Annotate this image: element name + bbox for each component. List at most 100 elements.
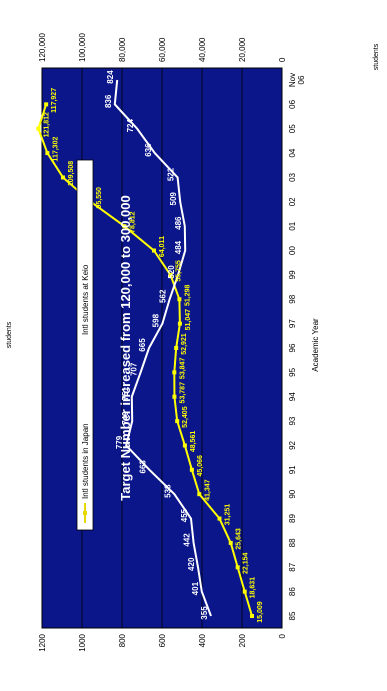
x-tick-label: 99 (288, 270, 297, 279)
right-axis-ticks: 0 20,000 40,000 60,000 80,000 100,000 120,000 (38, 33, 287, 62)
data-label-keio: 401 (191, 581, 200, 595)
data-label-japan: 48,561 (190, 431, 197, 453)
data-label-keio: 779 (115, 435, 124, 449)
data-label-keio: 420 (187, 557, 196, 571)
data-point-japan (168, 272, 173, 277)
data-label-japan: 52,921 (181, 333, 188, 355)
data-point-japan (249, 614, 254, 618)
legend-label-keio: Intl students at Keio (81, 264, 90, 335)
data-point-japan (242, 589, 247, 594)
data-label-japan: 51,047 (185, 309, 192, 331)
x-tick-label: 04 (288, 148, 297, 157)
x-tick-label: 87 (288, 562, 297, 571)
data-label-japan: 53,787 (179, 382, 186, 404)
data-point-japan (174, 346, 179, 350)
x-tick-label: 03 (288, 172, 297, 181)
data-point-japan (36, 126, 41, 131)
data-point-japan (228, 540, 233, 545)
data-point-japan (177, 321, 182, 326)
left-tick-label: 800 (118, 633, 127, 647)
data-label-keio: 355 (200, 606, 209, 620)
data-label-japan: 41,347 (204, 479, 211, 501)
x-tick-label: 92 (288, 440, 297, 449)
right-tick-label: 100,000 (78, 33, 87, 62)
data-label-japan: 15,009 (257, 601, 264, 623)
data-point-japan (235, 565, 240, 570)
data-label-japan: 18,631 (250, 577, 257, 599)
x-tick-label: 00 (288, 246, 297, 255)
data-label-keio: 724 (126, 119, 135, 133)
data-label-japan: 64,011 (159, 236, 166, 257)
data-label-keio: 824 (106, 70, 115, 84)
data-label-keio: 562 (159, 289, 168, 303)
data-label-japan: 78,812 (129, 211, 136, 233)
data-label-japan: 25,643 (236, 528, 243, 550)
x-axis-title: Academic Year (311, 318, 320, 372)
data-point-japan (151, 248, 156, 253)
left-tick-label: 400 (198, 633, 207, 647)
data-point-japan (172, 370, 177, 375)
data-point-japan (44, 102, 49, 107)
legend: Intl students in Japan Intl students at … (76, 159, 94, 531)
left-axis-title: students (6, 321, 13, 348)
legend-box (76, 159, 94, 531)
data-label-keio: 836 (104, 94, 113, 108)
data-label-japan: 31,251 (224, 504, 231, 526)
x-tick-label: 85 (288, 611, 297, 620)
x-tick-label: 94 (288, 392, 297, 401)
left-tick-label: 0 (278, 633, 287, 638)
legend-label-japan: Intl students in Japan (81, 423, 90, 499)
x-axis-ticks: 85 86 87 88 89 90 91 92 93 94 95 96 97 98 99 00 01 02 03 04… (288, 73, 306, 621)
x-tick-label: 06 (288, 99, 297, 108)
right-axis-title: students (373, 43, 380, 70)
data-label-japan: 95,550 (96, 187, 103, 209)
right-tick-label: 80,000 (118, 37, 127, 62)
data-point-japan (177, 297, 182, 302)
x-tick-label: Nov06 (288, 73, 306, 87)
data-point-japan (45, 151, 50, 156)
data-point-japan (189, 467, 194, 472)
left-tick-label: 600 (158, 633, 167, 647)
right-tick-label: 20,000 (238, 37, 247, 62)
data-label-keio: 751 (121, 387, 130, 401)
x-tick-label: 98 (288, 294, 297, 303)
data-label-keio: 486 (174, 216, 183, 230)
right-tick-label: 60,000 (158, 37, 167, 62)
x-tick-label: 97 (288, 319, 297, 328)
data-point-japan (197, 492, 202, 497)
data-label-japan: 55,755 (175, 260, 182, 282)
x-tick-label: 01 (288, 221, 297, 230)
data-label-keio: 484 (174, 240, 183, 254)
x-tick-label: 90 (288, 489, 297, 498)
x-tick-label: 86 (288, 587, 297, 596)
data-label-japan: 45,066 (197, 455, 204, 477)
data-label-japan: 117,302 (52, 137, 59, 162)
left-tick-label: 1000 (78, 633, 87, 651)
series-line-keio (113, 79, 212, 617)
data-label-keio: 665 (138, 338, 147, 352)
x-tick-label: 96 (288, 343, 297, 352)
data-label-keio: 442 (183, 533, 192, 547)
data-label-japan: 53,847 (179, 358, 186, 380)
data-label-keio: 538 (163, 484, 172, 498)
data-label-japan: 117,927 (51, 88, 58, 113)
data-label-keio: 749 (121, 411, 130, 425)
x-tick-label: 88 (288, 538, 297, 547)
data-point-japan (182, 443, 187, 448)
data-point-japan (122, 224, 127, 229)
data-label-keio: 598 (151, 313, 160, 327)
right-tick-label: 120,000 (38, 33, 47, 62)
legend-marker-japan (83, 511, 87, 515)
data-label-keio: 520 (167, 265, 176, 279)
data-label-keio: 636 (144, 143, 153, 157)
left-axis-ticks: 0 200 400 600 800 1000 1200 (38, 633, 287, 651)
data-label-japan: 22,154 (243, 552, 250, 574)
left-tick-label: 200 (238, 633, 247, 647)
x-tick-label: 91 (288, 465, 297, 474)
data-label-keio: 509 (169, 192, 178, 206)
x-tick-label: 05 (288, 124, 297, 133)
x-tick-label: 93 (288, 416, 297, 425)
